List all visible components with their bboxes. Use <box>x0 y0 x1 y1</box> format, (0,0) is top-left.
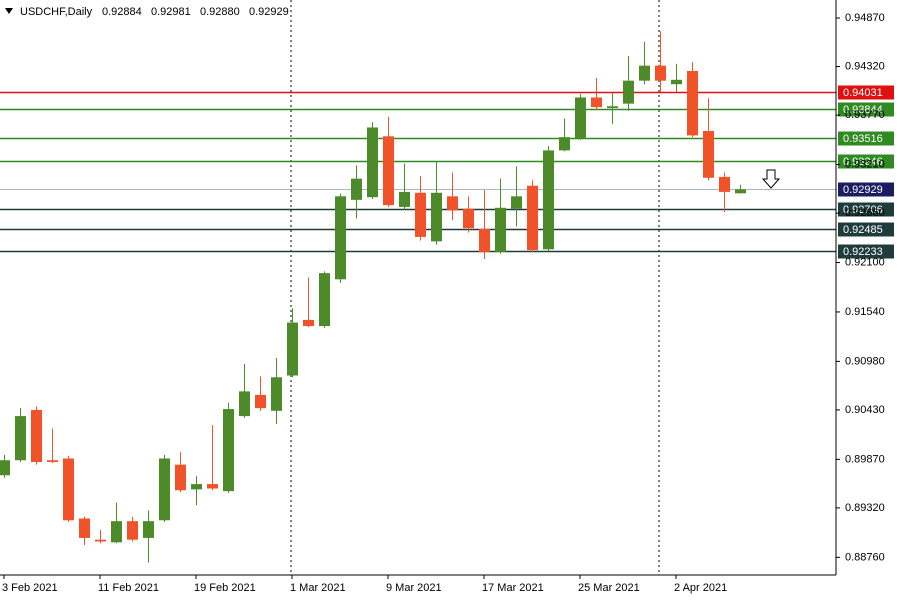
candle-body <box>575 97 586 139</box>
candle-body <box>415 192 426 237</box>
candle-body <box>543 150 554 250</box>
x-tick-label: 19 Feb 2021 <box>194 582 256 594</box>
level-label-box <box>838 202 894 217</box>
level-label: 0.93844 <box>843 104 883 116</box>
header-high: 0.92981 <box>151 6 191 18</box>
level-label-box <box>838 102 894 117</box>
candle-body <box>479 228 490 252</box>
y-tick-label: 0.92100 <box>845 256 885 268</box>
candle-body <box>703 130 714 178</box>
y-tick-label: 0.94870 <box>845 12 885 24</box>
y-tick-label: 0.93210 <box>845 158 885 170</box>
header-menu-arrow[interactable] <box>5 8 13 14</box>
level-label-box <box>838 85 894 100</box>
candle-body <box>159 458 170 521</box>
level-label-box <box>838 154 894 169</box>
level-label: 0.92485 <box>843 224 883 236</box>
candle-body <box>287 322 298 376</box>
y-tick-label: 0.91540 <box>845 306 885 318</box>
candle-body <box>95 539 106 542</box>
candle-body <box>127 521 138 540</box>
level-label: 0.93246 <box>843 156 883 168</box>
candle-body <box>31 409 42 463</box>
y-tick-label: 0.93770 <box>845 109 885 121</box>
level-label: 0.93516 <box>843 133 883 145</box>
candle-body <box>495 207 506 252</box>
candle-body <box>319 273 330 327</box>
candle-body <box>79 518 90 538</box>
candle-body <box>255 394 266 409</box>
candle-body <box>175 464 186 491</box>
candle-body <box>399 191 410 207</box>
candle-body <box>335 196 346 280</box>
candle-body <box>671 79 682 85</box>
arrow-icon <box>761 169 781 189</box>
candle-body <box>383 136 394 206</box>
candle-body <box>143 521 154 538</box>
level-label: 0.92233 <box>843 246 883 258</box>
header-close: 0.92929 <box>249 6 289 18</box>
axes: 0.94870 0.94320 0.93770 0.93210 0.92660 0.921… <box>0 0 885 594</box>
candle-body <box>463 208 474 229</box>
candle-body <box>15 416 26 461</box>
candle-body <box>351 178 362 200</box>
x-tick-label: 9 Mar 2021 <box>386 582 442 594</box>
candle-body <box>639 65 650 81</box>
level-label: 0.92929 <box>843 184 883 196</box>
candle-body <box>207 484 218 489</box>
y-tick-label: 0.90980 <box>845 355 885 367</box>
candle-body <box>223 409 234 492</box>
y-tick-label: 0.92660 <box>845 207 885 219</box>
y-tick-label: 0.89870 <box>845 453 885 465</box>
level-label: 0.94031 <box>843 87 883 99</box>
candle-body <box>271 377 282 411</box>
candle-body <box>511 196 522 209</box>
x-tick-label: 3 Feb 2021 <box>2 582 58 594</box>
level-label-box <box>838 222 894 237</box>
candle-body <box>735 189 746 194</box>
candle-body <box>623 80 634 104</box>
header-open: 0.92884 <box>102 6 142 18</box>
candle-body <box>303 319 314 327</box>
header-low: 0.92880 <box>200 6 240 18</box>
candle-body <box>527 185 538 251</box>
candle-body <box>367 127 378 198</box>
x-tick-label: 1 Mar 2021 <box>290 582 346 594</box>
candle-body <box>111 521 122 543</box>
candle-body <box>591 97 602 108</box>
candle-body <box>0 460 10 476</box>
candle-body <box>447 196 458 211</box>
x-tick-label: 17 Mar 2021 <box>482 582 544 594</box>
symbol-label: USDCHF,Daily <box>20 6 93 18</box>
candles <box>0 31 746 563</box>
level-label: 0.92706 <box>843 204 883 216</box>
x-tick-label: 2 Apr 2021 <box>674 582 727 594</box>
y-tick-label: 0.94320 <box>845 60 885 72</box>
level-label-box <box>838 182 894 197</box>
y-tick-label: 0.90430 <box>845 404 885 416</box>
candle-body <box>607 106 618 109</box>
candle-body <box>63 458 74 521</box>
candle-body <box>239 391 250 417</box>
x-tick-label: 25 Mar 2021 <box>578 582 640 594</box>
candle-body <box>47 460 58 463</box>
candle-body <box>655 65 666 81</box>
y-tick-label: 0.89320 <box>845 502 885 514</box>
candle-body <box>687 70 698 136</box>
y-tick-label: 0.88760 <box>845 551 885 563</box>
candle-body <box>191 484 202 490</box>
candle-body <box>431 192 442 242</box>
candle-body <box>719 176 730 192</box>
candle-body <box>559 137 570 151</box>
level-label-box <box>838 244 894 259</box>
level-label-box <box>838 131 894 146</box>
x-tick-label: 11 Feb 2021 <box>98 582 159 594</box>
